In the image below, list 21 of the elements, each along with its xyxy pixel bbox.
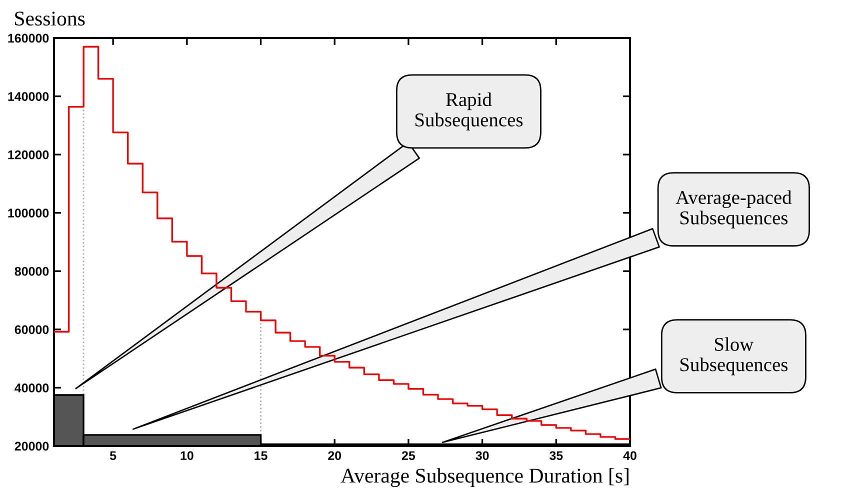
- x-tick-label: 10: [180, 451, 194, 460]
- x-tick-label: 15: [254, 451, 268, 460]
- text: Slow Subsequences: [680, 337, 788, 376]
- x-tick-label: 35: [549, 451, 563, 460]
- annotation: Rapid Subsequences: [415, 92, 523, 130]
- y-tick-label: 40000: [14, 384, 49, 392]
- y-tick-label: 160000: [8, 34, 49, 43]
- text: Average-paced Subsequences: [676, 190, 792, 228]
- y-tick-label: 60000: [14, 325, 49, 334]
- y-tick-label: 120000: [8, 150, 49, 160]
- x-tick-label: 5: [110, 451, 116, 460]
- x-tick-label: 20: [328, 451, 342, 460]
- x-tick-label: 30: [476, 451, 489, 460]
- y-tick-label: 20000: [14, 442, 49, 451]
- y-tick-label: 140000: [8, 92, 49, 101]
- x-tick-label: 25: [402, 451, 416, 460]
- y-tick-label: 80000: [14, 266, 49, 276]
- y-axis-title: Sessions: [15, 12, 85, 26]
- x-tick-label: 40: [623, 451, 636, 460]
- x-axis-title: Average Subsequence Duration [s]: [340, 468, 628, 488]
- y-tick-label: 100000: [8, 208, 49, 218]
